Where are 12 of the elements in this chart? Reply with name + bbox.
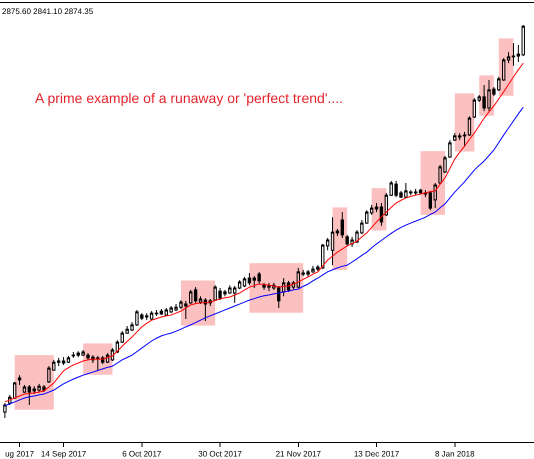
text: 2875.60 2841.10 2874.35 xyxy=(2,7,94,16)
x-tick-label: 14 Sep 2017 xyxy=(40,450,87,459)
candlestick xyxy=(3,402,7,419)
x-tick-label: 8 Jan 2018 xyxy=(434,450,476,459)
candlestick xyxy=(18,374,22,386)
x-tick-label: 21 Nov 2017 xyxy=(276,450,322,459)
x-tick-label: 6 Oct 2017 xyxy=(122,450,162,459)
x-tick-label: ug 2017 xyxy=(5,450,35,459)
x-tick-label: 30 Oct 2017 xyxy=(198,450,242,459)
x-tick-label: 13 Dec 2017 xyxy=(354,450,400,459)
candlestick xyxy=(448,140,452,158)
annotation: A prime example of a runaway or 'perfect trend'.... xyxy=(35,90,344,106)
